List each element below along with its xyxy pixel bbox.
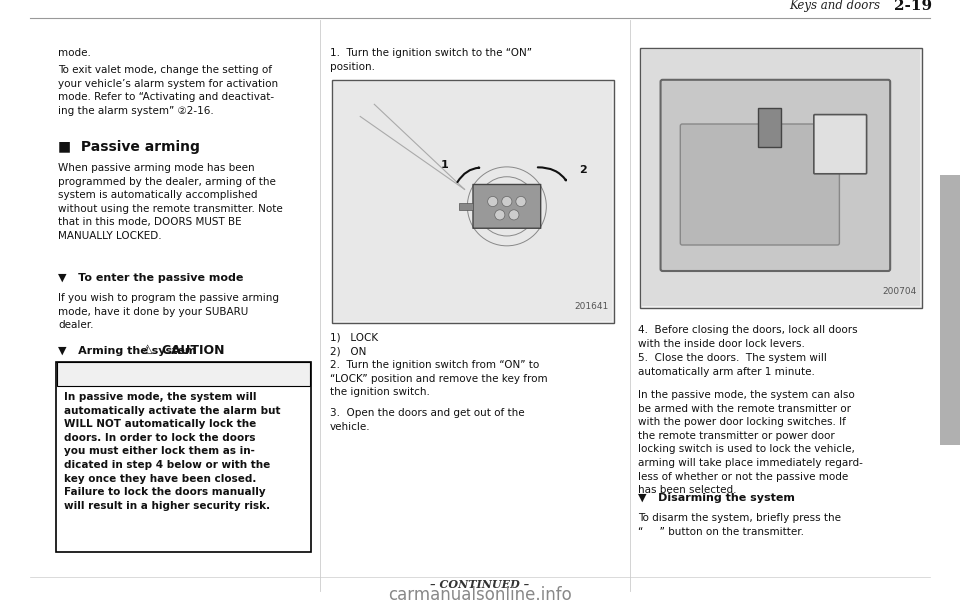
Bar xyxy=(642,50,920,306)
FancyBboxPatch shape xyxy=(681,124,839,245)
Text: In the passive mode, the system can also
be armed with the remote transmitter or: In the passive mode, the system can also… xyxy=(638,390,863,495)
Text: ▼   Disarming the system: ▼ Disarming the system xyxy=(638,493,795,503)
Bar xyxy=(57,362,310,386)
FancyBboxPatch shape xyxy=(814,115,867,174)
Bar xyxy=(334,82,612,321)
Text: If you wish to program the passive arming
mode, have it done by your SUBARU
deal: If you wish to program the passive armin… xyxy=(58,293,279,330)
Text: – CONTINUED –: – CONTINUED – xyxy=(430,579,530,590)
Text: 200704: 200704 xyxy=(883,287,917,296)
Text: carmanualsonline.info: carmanualsonline.info xyxy=(388,586,572,604)
Text: 1.  Turn the ignition switch to the “ON”
position.: 1. Turn the ignition switch to the “ON” … xyxy=(330,48,532,71)
Text: ■  Passive arming: ■ Passive arming xyxy=(58,140,200,154)
Bar xyxy=(459,203,473,210)
Text: ▼   Arming the system: ▼ Arming the system xyxy=(58,346,197,356)
Text: In passive mode, the system will
automatically activate the alarm but
WILL NOT a: In passive mode, the system will automat… xyxy=(64,392,280,511)
Circle shape xyxy=(509,210,519,220)
Bar xyxy=(56,362,311,552)
Circle shape xyxy=(516,196,526,207)
Text: 2.  Turn the ignition switch from “ON” to
“LOCK” position and remove the key fro: 2. Turn the ignition switch from “ON” to… xyxy=(330,360,547,397)
Text: 1: 1 xyxy=(441,160,448,170)
Text: ▼   To enter the passive mode: ▼ To enter the passive mode xyxy=(58,273,244,283)
FancyBboxPatch shape xyxy=(473,185,540,229)
Text: To disarm the system, briefly press the
“     ” button on the transmitter.: To disarm the system, briefly press the … xyxy=(638,513,841,536)
Text: 5.  Close the doors.  The system will
automatically arm after 1 minute.: 5. Close the doors. The system will auto… xyxy=(638,353,827,376)
Bar xyxy=(640,48,922,308)
Text: 1)   LOCK
2)   ON: 1) LOCK 2) ON xyxy=(330,333,378,357)
Text: 3.  Open the doors and get out of the
vehicle.: 3. Open the doors and get out of the veh… xyxy=(330,408,524,431)
Text: 201641: 201641 xyxy=(575,302,609,311)
FancyArrowPatch shape xyxy=(538,167,566,180)
Circle shape xyxy=(502,196,512,207)
Text: ⚠  CAUTION: ⚠ CAUTION xyxy=(142,343,225,356)
Bar xyxy=(940,175,960,445)
Circle shape xyxy=(488,196,498,207)
Bar xyxy=(332,80,614,323)
Text: To exit valet mode, change the setting of
your vehicle’s alarm system for activa: To exit valet mode, change the setting o… xyxy=(58,65,278,116)
Text: mode.: mode. xyxy=(58,48,91,58)
Text: 2: 2 xyxy=(579,165,587,175)
FancyBboxPatch shape xyxy=(660,80,890,271)
Circle shape xyxy=(494,210,505,220)
Text: When passive arming mode has been
programmed by the dealer, arming of the
system: When passive arming mode has been progra… xyxy=(58,163,283,241)
Text: 4.  Before closing the doors, lock all doors
with the inside door lock levers.: 4. Before closing the doors, lock all do… xyxy=(638,325,857,349)
FancyArrowPatch shape xyxy=(458,167,479,182)
Text: Keys and doors: Keys and doors xyxy=(789,0,880,12)
Bar xyxy=(758,108,781,147)
Text: 2-19: 2-19 xyxy=(894,0,932,13)
